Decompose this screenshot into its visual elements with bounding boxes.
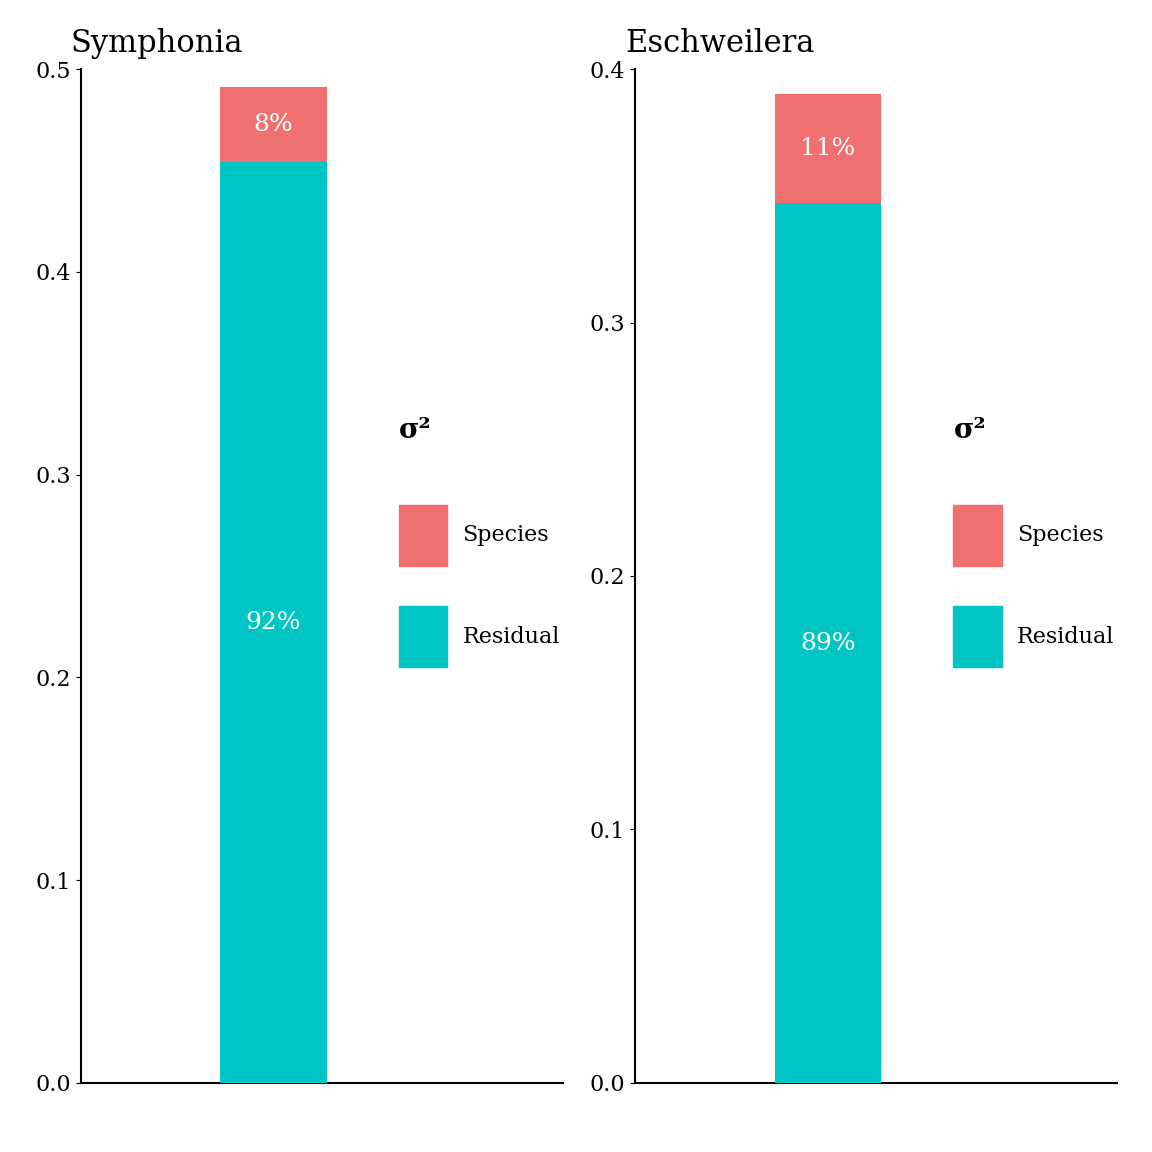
Text: 11%: 11% [801,137,856,160]
Text: Species: Species [463,524,550,546]
Text: 89%: 89% [801,631,856,654]
Bar [399,606,447,667]
Text: Symphonia: Symphonia [71,29,243,60]
Bar [220,162,326,1083]
Bar [775,204,881,1083]
Text: σ²: σ² [954,417,986,445]
Text: σ²: σ² [399,417,431,445]
Bar [399,505,447,566]
Text: 92%: 92% [245,611,302,634]
Text: Eschweilera: Eschweilera [626,29,814,60]
Text: Residual: Residual [463,626,560,647]
Text: 8%: 8% [253,113,294,136]
Bar [954,505,1002,566]
Bar [775,94,881,204]
Bar [954,606,1002,667]
Text: Residual: Residual [1017,626,1114,647]
Bar [220,88,326,162]
Text: Species: Species [1017,524,1104,546]
